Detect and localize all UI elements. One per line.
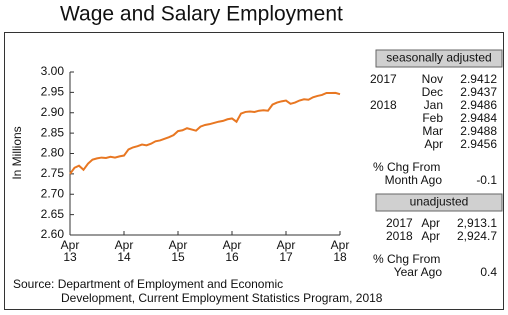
row-year: 2018 bbox=[370, 98, 397, 112]
line bbox=[69, 91, 341, 175]
source: Source: Department of Employment and Eco… bbox=[13, 277, 283, 291]
panel-header: unadjusted bbox=[410, 195, 469, 209]
x-tick-label: Apr 17 bbox=[276, 238, 296, 264]
x-tick-label: Apr 16 bbox=[222, 238, 242, 264]
x-tick-label: Apr 14 bbox=[114, 238, 134, 264]
x-tick-label: Apr 13 bbox=[60, 238, 80, 264]
row-month: Apr bbox=[424, 137, 443, 151]
row-value: 2.9488 bbox=[460, 124, 497, 138]
y-tick-label: 2.70 bbox=[41, 186, 65, 200]
y-axis-label: In Millions bbox=[10, 126, 24, 179]
row-month: Nov bbox=[422, 72, 443, 86]
change-label: Month Ago bbox=[385, 173, 443, 187]
y-tick-label: 2.60 bbox=[41, 227, 65, 241]
row-month: Apr bbox=[421, 229, 440, 243]
y-tick-label: 2.95 bbox=[41, 85, 65, 99]
row-year: 2017 bbox=[386, 216, 413, 230]
row-month: Mar bbox=[422, 124, 443, 138]
row-value: 2.9412 bbox=[460, 72, 497, 86]
y-tick-label: 2.90 bbox=[41, 105, 65, 119]
row-value: 2.9437 bbox=[460, 85, 497, 99]
y-tick-label: 2.85 bbox=[41, 125, 65, 139]
frame bbox=[4, 32, 504, 310]
row-month: Jan bbox=[424, 98, 443, 112]
y-tick-label: 2.75 bbox=[41, 166, 65, 180]
change-value: -0.1 bbox=[476, 173, 497, 187]
row-year: 2018 bbox=[386, 229, 413, 243]
y-tick-label: 3.00 bbox=[41, 64, 65, 78]
row-month: Dec bbox=[422, 85, 443, 99]
change-label: Year Ago bbox=[394, 265, 443, 279]
row-value: 2,924.7 bbox=[457, 229, 497, 243]
change-value: 0.4 bbox=[480, 265, 497, 279]
y-tick-label: 2.80 bbox=[41, 146, 65, 160]
chart-title: Wage and Salary Employment bbox=[60, 3, 343, 26]
x-tick-label: Apr 15 bbox=[168, 238, 188, 264]
header-box bbox=[375, 193, 503, 212]
header-box bbox=[375, 49, 503, 68]
row-value: 2.9484 bbox=[460, 111, 497, 125]
x-tick-label: Apr 18 bbox=[330, 238, 350, 264]
source: Development, Current Employment Statisti… bbox=[61, 291, 383, 305]
change-label: % Chg From bbox=[373, 160, 440, 174]
panel-header: seasonally adjusted bbox=[386, 51, 491, 65]
row-month: Feb bbox=[422, 111, 443, 125]
change-label: % Chg From bbox=[373, 252, 440, 266]
y-tick-label: 2.65 bbox=[41, 207, 65, 221]
row-year: 2017 bbox=[370, 72, 397, 86]
row-month: Apr bbox=[421, 216, 440, 230]
row-value: 2.9456 bbox=[460, 137, 497, 151]
row-value: 2,913.1 bbox=[457, 216, 497, 230]
row-value: 2.9486 bbox=[460, 98, 497, 112]
